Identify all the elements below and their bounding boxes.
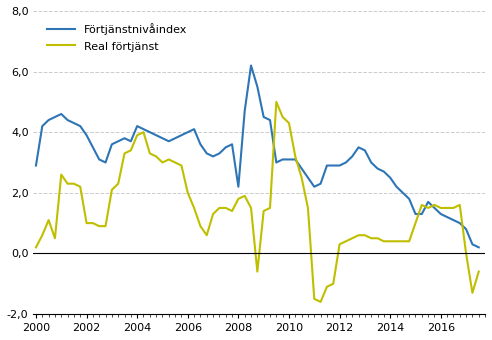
Förtjänstnivåindex [476, 245, 482, 249]
Real förtjänst [444, 206, 450, 210]
Line: Real förtjänst: Real förtjänst [36, 102, 479, 302]
Real förtjänst [33, 245, 39, 249]
Real förtjänst [274, 100, 279, 104]
Real förtjänst [96, 224, 102, 228]
Förtjänstnivåindex [254, 85, 260, 89]
Real förtjänst [305, 206, 311, 210]
Förtjänstnivåindex [374, 167, 380, 171]
Real förtjänst [46, 218, 52, 222]
Real förtjänst [476, 270, 482, 274]
Real förtjänst [248, 206, 254, 210]
Förtjänstnivåindex [248, 64, 254, 68]
Förtjänstnivåindex [46, 118, 52, 122]
Legend: Förtjänstnivåindex, Real förtjänst: Förtjänstnivåindex, Real förtjänst [43, 19, 190, 55]
Real förtjänst [463, 251, 469, 255]
Line: Förtjänstnivåindex: Förtjänstnivåindex [36, 66, 479, 247]
Förtjänstnivåindex [457, 221, 462, 225]
Förtjänstnivåindex [33, 164, 39, 168]
Real förtjänst [318, 300, 324, 304]
Förtjänstnivåindex [305, 175, 311, 180]
Förtjänstnivåindex [159, 136, 165, 140]
